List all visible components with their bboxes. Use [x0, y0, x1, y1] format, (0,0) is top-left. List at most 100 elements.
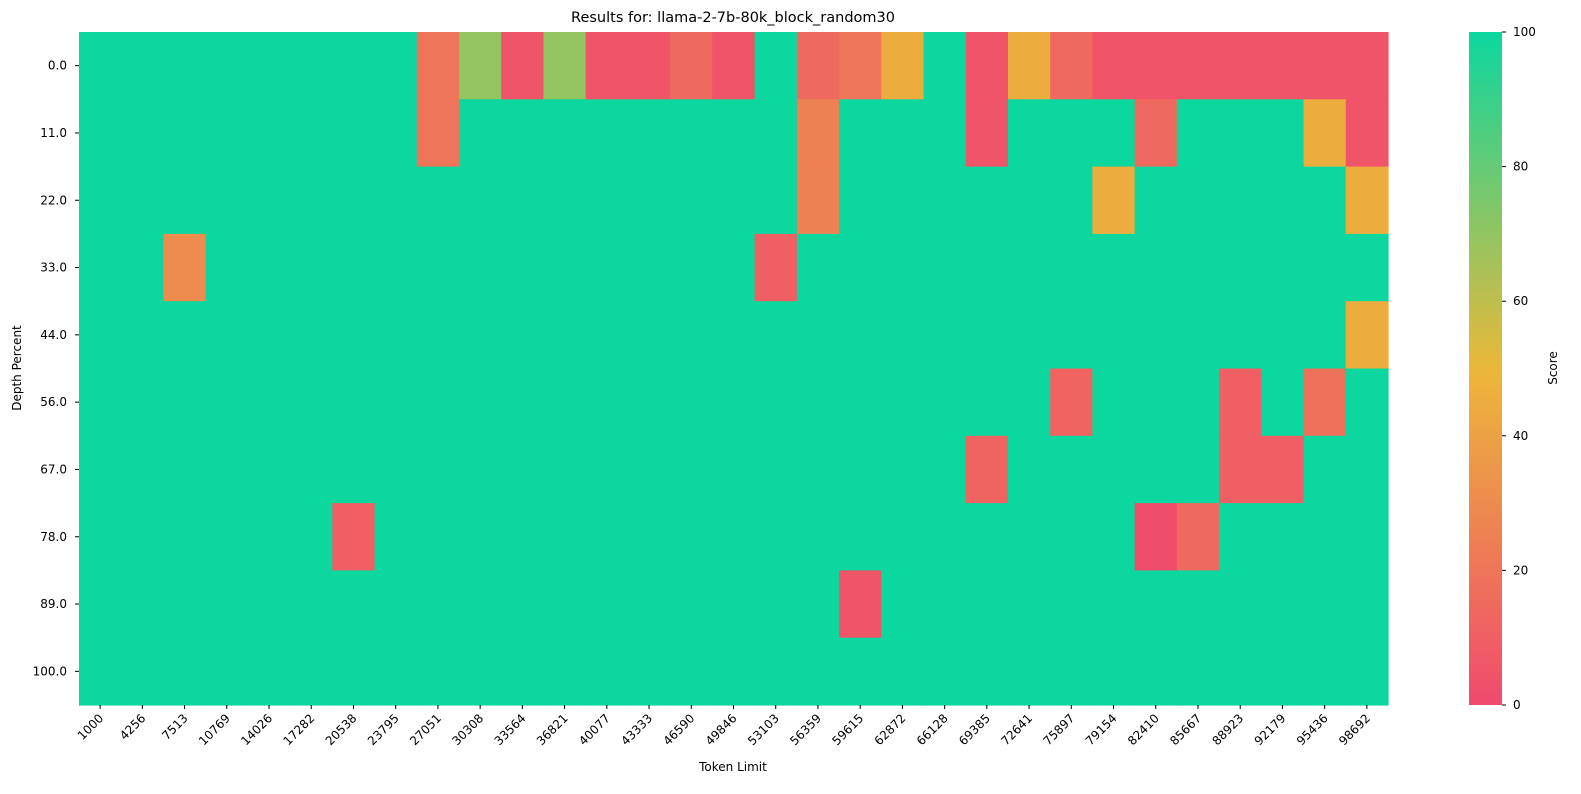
heatmap-cell — [1134, 435, 1178, 504]
heatmap-cell — [1261, 570, 1305, 639]
heatmap-cell — [1050, 233, 1094, 302]
heatmap-cell — [205, 233, 249, 302]
heatmap-cell — [374, 435, 418, 504]
heatmap-cell — [1261, 233, 1305, 302]
heatmap-cell — [459, 637, 502, 706]
heatmap-cell — [1007, 166, 1051, 235]
x-tick-label: 79154 — [1083, 711, 1120, 748]
heatmap-cell — [79, 233, 122, 302]
heatmap-cell — [585, 32, 629, 100]
heatmap-cell — [1219, 503, 1262, 571]
heatmap-cell — [1219, 570, 1262, 639]
heatmap-cell — [416, 301, 460, 370]
heatmap-cell — [585, 637, 629, 706]
heatmap-cell — [585, 368, 629, 437]
heatmap-cell — [501, 570, 545, 639]
heatmap-cell — [1092, 435, 1136, 504]
x-tick-label: 69385 — [956, 711, 993, 748]
y-axis-ticks: 0.0 11.0 22.0 33.0 44.0 56.0 67.0 78.0 89.0 100.0 — [33, 59, 79, 678]
heatmap-cell — [1219, 435, 1262, 504]
heatmap-cell — [1007, 637, 1051, 706]
heatmap-cell — [247, 435, 291, 504]
heatmap-cell — [459, 99, 502, 168]
heatmap-cell — [543, 503, 587, 571]
y-tick-label: 22.0 — [40, 193, 67, 207]
heatmap-cell — [459, 368, 502, 437]
heatmap-cell — [796, 368, 840, 437]
heatmap-cell — [1261, 637, 1305, 706]
heatmap-cell — [79, 637, 122, 706]
heatmap-cell — [1176, 233, 1220, 302]
heatmap-cell — [501, 435, 545, 504]
heatmap-cell — [923, 503, 967, 571]
heatmap-cell — [1261, 435, 1305, 504]
heatmap-cell — [1219, 301, 1262, 370]
heatmap-cell — [1050, 99, 1094, 168]
heatmap-cell — [965, 99, 1009, 168]
heatmap-cell — [754, 368, 798, 437]
heatmap-cell — [543, 166, 587, 235]
heatmap-cell — [290, 166, 333, 235]
heatmap-cell — [543, 301, 587, 370]
heatmap-cell — [374, 233, 418, 302]
heatmap-cell — [712, 301, 756, 370]
heatmap-cell — [1219, 637, 1262, 706]
heatmap-cell — [290, 368, 333, 437]
heatmap-cell — [374, 32, 418, 100]
heatmap-cell — [163, 435, 207, 504]
heatmap-cell — [332, 435, 376, 504]
heatmap-cell — [205, 435, 249, 504]
heatmap-cell — [1050, 435, 1094, 504]
heatmap-cell — [1050, 166, 1094, 235]
heatmap-cell — [923, 99, 967, 168]
heatmap-cell — [754, 301, 798, 370]
heatmap-cell — [627, 32, 671, 100]
heatmap-cell — [796, 301, 840, 370]
heatmap-cell — [374, 570, 418, 639]
heatmap-cell — [923, 166, 967, 235]
heatmap-cell — [121, 637, 165, 706]
heatmap-cell — [121, 233, 165, 302]
heatmap-cell — [374, 637, 418, 706]
x-tick-label: 36821 — [534, 711, 571, 748]
heatmap-cell — [1303, 368, 1347, 437]
heatmap-cell — [1261, 99, 1305, 168]
heatmap-cell — [923, 368, 967, 437]
y-tick-label: 44.0 — [40, 328, 67, 342]
heatmap-cell — [670, 233, 713, 302]
heatmap-cell — [459, 32, 502, 100]
heatmap-cell — [1345, 166, 1389, 235]
heatmap-cell — [1134, 570, 1178, 639]
heatmap-cell — [121, 368, 165, 437]
heatmap-cell — [1092, 637, 1136, 706]
heatmap-cell — [163, 32, 207, 100]
heatmap-cell — [1176, 503, 1220, 571]
heatmap-cell — [205, 301, 249, 370]
heatmap-cell — [839, 637, 882, 706]
y-tick-label: 0.0 — [48, 59, 67, 73]
heatmap-cell — [1345, 301, 1389, 370]
heatmap-cell — [290, 503, 333, 571]
heatmap-cell — [163, 99, 207, 168]
x-tick-label: 53103 — [745, 711, 782, 748]
heatmap-cell — [332, 368, 376, 437]
x-tick-label: 14026 — [238, 711, 275, 748]
heatmap-cell — [247, 166, 291, 235]
heatmap-cell — [290, 637, 333, 706]
heatmap-cell — [712, 233, 756, 302]
x-tick-label: 66128 — [914, 711, 951, 748]
colorbar-tick-label: 80 — [1513, 160, 1528, 174]
heatmap-cell — [459, 233, 502, 302]
heatmap-cell — [881, 435, 925, 504]
x-tick-label: 10769 — [196, 711, 233, 748]
heatmap-cell — [543, 368, 587, 437]
x-tick-label: 98692 — [1336, 711, 1373, 748]
heatmap-cell — [585, 233, 629, 302]
heatmap-cell — [627, 637, 671, 706]
heatmap-cell — [205, 166, 249, 235]
heatmap-cell — [1219, 32, 1262, 100]
heatmap-cell — [1007, 233, 1051, 302]
heatmap-cell — [754, 99, 798, 168]
x-tick-label: 1000 — [75, 711, 106, 742]
heatmap-cell — [332, 301, 376, 370]
